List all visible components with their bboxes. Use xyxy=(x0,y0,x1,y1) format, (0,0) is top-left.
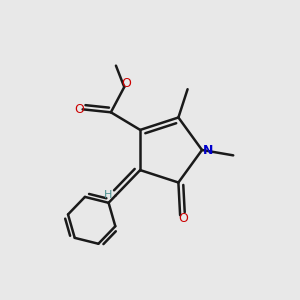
Text: O: O xyxy=(74,103,84,116)
Text: N: N xyxy=(203,143,213,157)
Text: O: O xyxy=(121,77,131,90)
Text: O: O xyxy=(179,212,189,225)
Text: H: H xyxy=(104,190,112,200)
